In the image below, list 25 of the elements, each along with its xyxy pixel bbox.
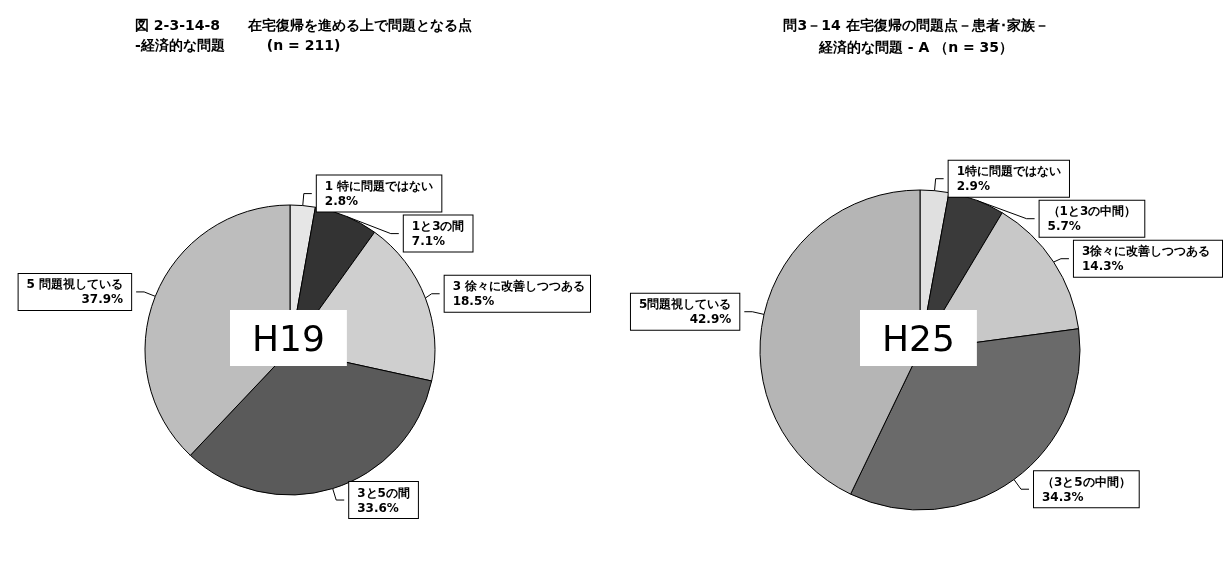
slice-label: 3 徐々に改善しつつある — [452, 279, 586, 294]
slice-label: 5 問題視している — [26, 277, 124, 292]
slice-label: 1特に問題ではない — [956, 164, 1061, 179]
data-label: 34.3% — [1042, 489, 1084, 504]
data-label: 37.9% — [81, 292, 124, 307]
chart-title: 図 2-3-14-8 在宅復帰を進める上で問題となる点 -経済的な問題 (n = 211) — [135, 17, 473, 53]
data-label: 7.1% — [411, 234, 446, 249]
slice-label: 1と3の間 — [411, 219, 465, 234]
data-label: 14.3% — [1081, 259, 1124, 274]
slice-label: 3と5の間 — [357, 485, 410, 500]
text: H25 — [882, 317, 955, 359]
data-label: 2.8% — [324, 194, 359, 209]
chart-title: 問3－14 在宅復帰の問題点－患者･家族－ — [783, 17, 1049, 33]
data-label: 18.5% — [452, 294, 495, 309]
data-label: 42.9% — [689, 312, 732, 327]
chart-subtitle: 経済的な問題 - A （n = 35） — [817, 39, 1014, 55]
slice-label: （1と3の中間） — [1047, 204, 1137, 219]
slice-label: 5問題視している — [638, 297, 732, 312]
data-label: 33.6% — [357, 500, 399, 515]
slice-label: 3徐々に改善しつつある — [1081, 244, 1211, 259]
data-label: 2.9% — [956, 179, 990, 194]
data-label: 5.7% — [1047, 219, 1081, 234]
slice-label: （3と5の中間） — [1042, 474, 1131, 489]
slice-label: 1 特に問題ではない — [324, 179, 434, 194]
text: H19 — [252, 317, 325, 359]
